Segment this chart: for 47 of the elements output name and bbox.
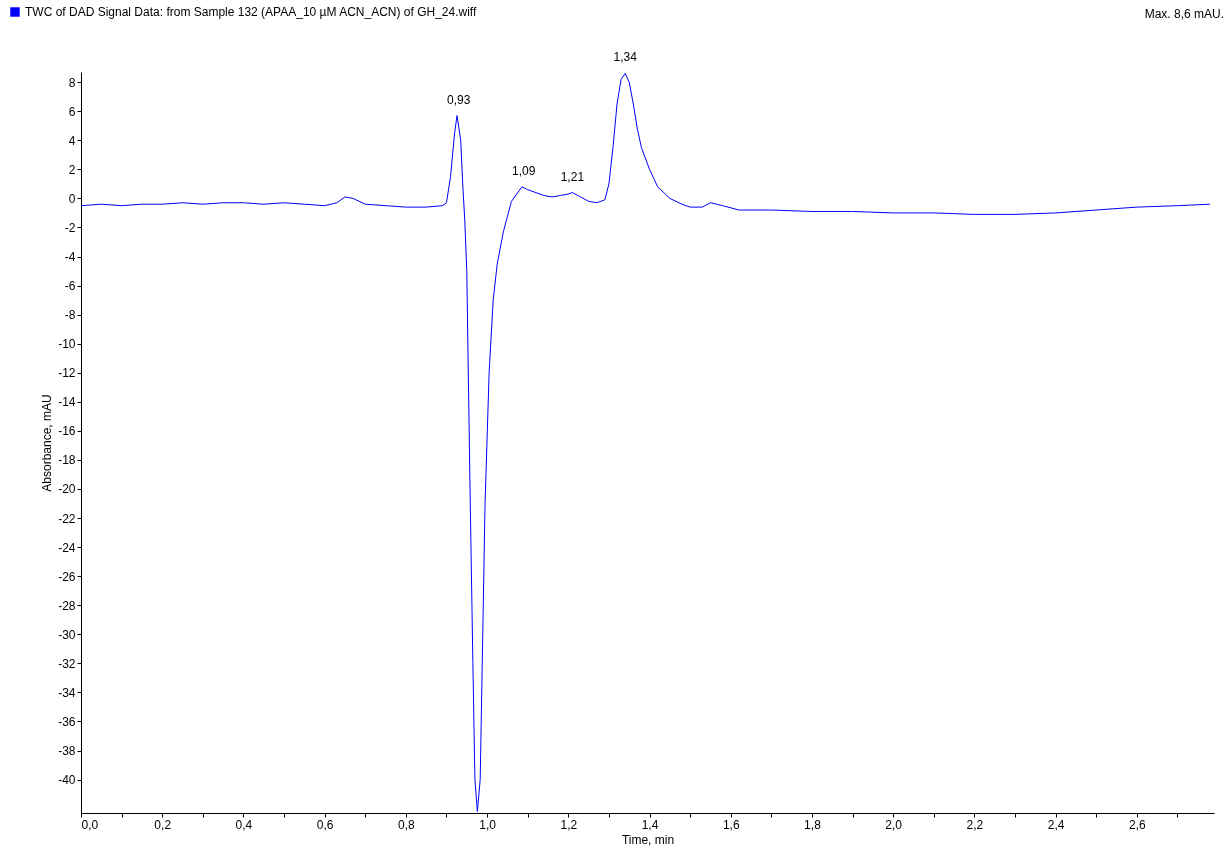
y-tick-label: 8 [68,75,76,90]
x-tick-label: 2,2 [966,817,984,832]
annotation: 1,21 [560,169,585,184]
y-tick-label: -30 [58,627,76,642]
legend-label: TWC of DAD Signal Data: from Sample 132 (APAA_10 µM ACN_ACN) of GH_24.wiff [25,5,477,19]
y-axis-title: Absorbance, mAU [40,394,55,492]
x-tick-label: 1,4 [641,817,659,832]
y-tick-label: 6 [68,104,76,119]
y-tick-label: -12 [58,366,76,381]
x-tick-label: 2,0 [885,817,903,832]
y-tick-label: -2 [64,220,76,235]
y-tick-label: -6 [64,279,76,294]
y-tick-label: -10 [58,337,76,352]
x-tick-label: 0,6 [316,817,334,832]
y-tick-label: -26 [58,569,76,584]
y-tick-label: -22 [58,511,76,526]
x-tick-label: 1,0 [479,817,497,832]
x-tick-label: 2,6 [1129,817,1147,832]
y-tick-label: 0 [68,191,76,206]
y-tick-label: -18 [58,453,76,468]
y-tick-label: -40 [58,773,76,788]
y-tick-label: -16 [58,424,76,439]
x-tick-label: 1,8 [804,817,822,832]
x-tick-label: 1,2 [560,817,578,832]
y-tick-label: -32 [58,656,76,671]
x-tick-label: 2,4 [1047,817,1065,832]
y-tick-label: -4 [64,250,76,265]
y-tick-label: -34 [58,685,76,700]
x-tick-label: 0,8 [398,817,416,832]
x-tick-label: 1,6 [722,817,740,832]
x-tick-label: 0,2 [154,817,172,832]
y-tick-label: -20 [58,482,76,497]
annotation: 0,93 [446,92,471,107]
annotation: 1,09 [511,163,536,178]
y-tick-label: -8 [64,308,76,323]
y-tick-label: 4 [68,133,76,148]
x-axis-title: Time, min [621,832,675,847]
x-tick-label: 0,0 [81,817,99,832]
y-tick-label: -14 [58,395,76,410]
text: Max. 8,6 mAU. [1144,7,1224,21]
y-tick-label: -36 [58,714,76,729]
y-tick-label: -24 [58,540,76,555]
x-tick-label: 0,4 [235,817,253,832]
y-tick-label: 2 [68,162,76,177]
y-tick-label: -28 [58,598,76,613]
annotation: 1,34 [613,50,638,65]
y-tick-label: -38 [58,744,76,759]
